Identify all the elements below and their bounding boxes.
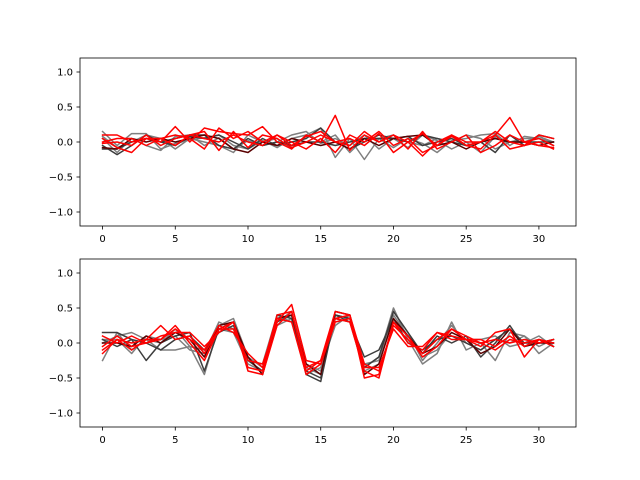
x-tick-label: 25 — [460, 234, 473, 245]
series-line-9 — [101, 130, 555, 154]
series-line-10 — [101, 130, 555, 154]
y-tick-label: 0.5 — [57, 103, 73, 114]
x-tick-label: 30 — [533, 435, 546, 446]
series-line-10 — [101, 317, 555, 376]
x-tick-label: 5 — [172, 435, 178, 446]
series-line-9 — [101, 310, 555, 372]
x-tick-label: 5 — [172, 234, 178, 245]
y-tick-label: 0.0 — [57, 138, 73, 149]
x-tick-label: 25 — [460, 435, 473, 446]
series-line-8 — [101, 127, 555, 154]
x-tick-label: 0 — [99, 435, 105, 446]
y-tick-label: −1.0 — [49, 409, 73, 420]
y-tick-label: −0.5 — [49, 173, 73, 184]
x-tick-label: 15 — [314, 234, 327, 245]
x-tick-label: 30 — [533, 234, 546, 245]
x-tick-label: 20 — [387, 234, 400, 245]
bottom-subplot: 0 5 10 15 20 25 30 −1.0 −0.5 0.0 0.5 1.0 — [49, 258, 577, 446]
y-tick-label: 0.0 — [57, 339, 73, 350]
x-tick-label: 15 — [314, 435, 327, 446]
x-tick-label: 0 — [99, 234, 105, 245]
series-line-1 — [101, 127, 555, 161]
y-tick-label: −1.0 — [49, 208, 73, 219]
y-tick-label: −0.5 — [49, 374, 73, 385]
x-tick-label: 10 — [242, 435, 255, 446]
x-tick-label: 20 — [387, 435, 400, 446]
top-subplot: 0 5 10 15 20 25 30 −1.0 −0.5 0.0 0.5 1.0 — [49, 57, 577, 245]
y-tick-label: 1.0 — [57, 68, 73, 79]
x-tick-label: 10 — [242, 234, 255, 245]
y-tick-label: 1.0 — [57, 269, 73, 280]
y-tick-label: 0.5 — [57, 304, 73, 315]
